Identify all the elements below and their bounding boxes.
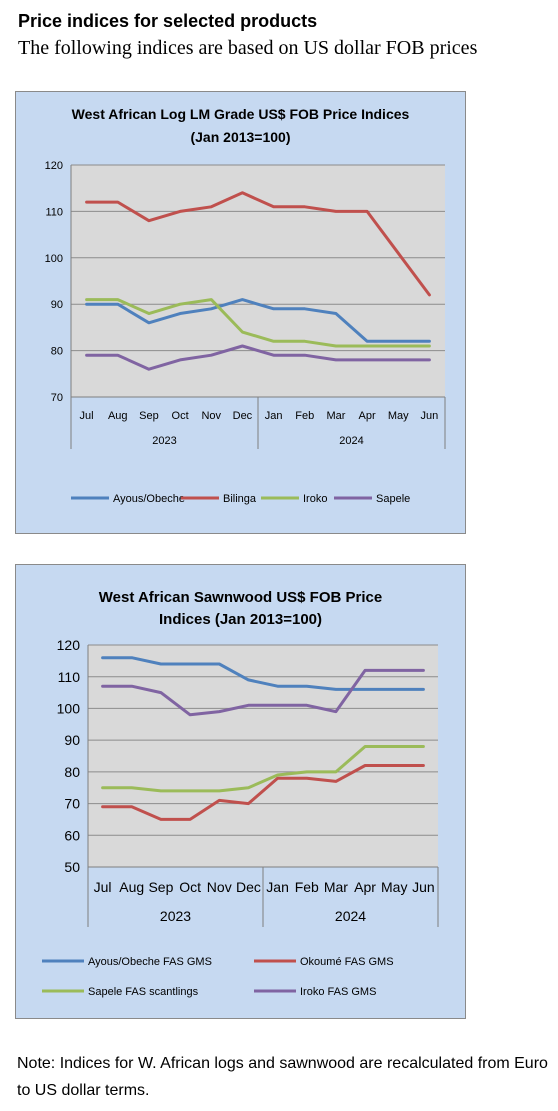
x-tick-label: Nov — [201, 410, 221, 422]
y-tick-label: 50 — [64, 859, 80, 875]
y-tick-label: 70 — [64, 796, 80, 812]
legend-label: Ayous/Obeche — [113, 493, 185, 505]
x-tick-label: Jun — [421, 410, 439, 422]
x-tick-label: Sep — [139, 410, 159, 422]
y-tick-label: 90 — [64, 732, 80, 748]
x-tick-label: Feb — [295, 879, 319, 895]
y-tick-label: 80 — [51, 346, 63, 358]
x-tick-label: Mar — [324, 879, 348, 895]
legend-label: Ayous/Obeche FAS GMS — [88, 956, 212, 968]
x-tick-label: Apr — [354, 879, 376, 895]
y-tick-label: 90 — [51, 299, 63, 311]
chart-title-line: West African Sawnwood US$ FOB Price — [99, 589, 382, 606]
x-tick-label: Jul — [94, 879, 112, 895]
x-tick-label: May — [381, 879, 407, 895]
year-group-label: 2024 — [335, 908, 366, 924]
year-group-label: 2024 — [339, 435, 363, 447]
x-tick-label: Dec — [236, 879, 261, 895]
x-tick-label: Aug — [108, 410, 128, 422]
legend-label: Iroko — [303, 493, 327, 505]
series-line-2 — [101, 745, 425, 793]
y-tick-label: 100 — [57, 700, 81, 716]
plot-area — [88, 645, 438, 867]
sawnwood-price-chart: West African Sawnwood US$ FOB Price Indic… — [42, 589, 439, 998]
y-tick-label: 110 — [45, 206, 63, 218]
y-tick-label: 80 — [64, 764, 80, 780]
x-tick-label: Mar — [326, 410, 345, 422]
x-tick-label: Jan — [266, 879, 289, 895]
series-line-3 — [85, 344, 431, 371]
chart-title-line: (Jan 2013=100) — [190, 129, 290, 145]
series-line-1 — [85, 191, 431, 297]
x-tick-label: Jan — [265, 410, 283, 422]
y-tick-label: 60 — [64, 827, 80, 843]
x-tick-label: Nov — [207, 879, 232, 895]
y-tick-label: 70 — [51, 392, 63, 404]
legend-label: Okoumé FAS GMS — [300, 956, 394, 968]
x-tick-label: Oct — [172, 410, 189, 422]
x-tick-label: Jul — [80, 410, 94, 422]
legend-label: Bilinga — [223, 493, 257, 505]
chart-title-line: Indices (Jan 2013=100) — [159, 611, 322, 628]
legend-label: Sapele — [376, 493, 410, 505]
series-line-0 — [101, 656, 425, 691]
x-tick-label: Aug — [119, 879, 144, 895]
sawnwood-price-chart-panel: West African Sawnwood US$ FOB Price Indic… — [15, 564, 466, 1019]
x-tick-label: Oct — [179, 879, 201, 895]
series-line-3 — [101, 668, 425, 717]
x-tick-label: Dec — [233, 410, 253, 422]
y-tick-label: 120 — [57, 637, 81, 653]
series-line-1 — [101, 764, 425, 821]
plot-area — [71, 165, 445, 397]
y-tick-label: 110 — [58, 669, 81, 685]
year-group-label: 2023 — [152, 435, 176, 447]
legend-label: Iroko FAS GMS — [300, 986, 376, 998]
x-tick-label: May — [388, 410, 409, 422]
y-tick-label: 100 — [45, 253, 63, 265]
series-line-2 — [85, 298, 431, 348]
log-price-chart-panel: West African Log LM Grade US$ FOB Price … — [15, 91, 466, 534]
chart-title-line: West African Log LM Grade US$ FOB Price … — [72, 106, 410, 122]
legend-label: Sapele FAS scantlings — [88, 986, 199, 998]
y-tick-label: 120 — [45, 160, 63, 172]
x-tick-label: Feb — [295, 410, 314, 422]
log-price-chart: West African Log LM Grade US$ FOB Price … — [45, 106, 446, 505]
page-subheading: The following indices are based on US do… — [18, 37, 478, 59]
page-heading: Price indices for selected products — [18, 11, 318, 31]
year-group-label: 2023 — [160, 908, 191, 924]
x-tick-label: Apr — [359, 410, 376, 422]
x-tick-label: Sep — [148, 879, 173, 895]
x-tick-label: Jun — [412, 879, 435, 895]
series-line-0 — [85, 298, 431, 343]
footnote: Note: Indices for W. African logs and sa… — [17, 1055, 548, 1099]
